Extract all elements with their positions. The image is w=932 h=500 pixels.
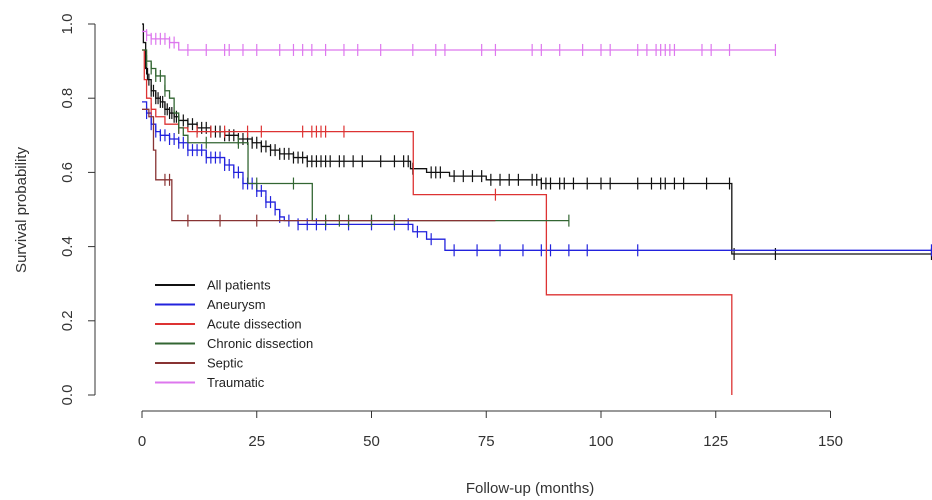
series-line (142, 23, 932, 255)
series-septic (142, 108, 496, 227)
x-tick-label: 50 (363, 433, 380, 450)
y-tick-label: 0.0 (59, 385, 76, 406)
axes: 0 25 50 75 100 125 150 Follow-up (months) 0.0 0.2… (13, 14, 843, 497)
series-traumatic (142, 29, 777, 56)
y-axis-label: Survival probability (13, 147, 30, 273)
x-tick-label: 100 (588, 433, 613, 450)
series-all-patients (142, 23, 932, 261)
y-tick-label: 0.8 (59, 88, 76, 109)
legend-label: Aneurysm (207, 297, 266, 312)
y-tick-label: 0.6 (59, 162, 76, 183)
series-line (142, 49, 569, 222)
x-tick-label: 75 (478, 433, 495, 450)
legend-label: Traumatic (207, 375, 265, 390)
y-tick-label: 0.4 (59, 236, 76, 257)
x-tick-label: 0 (138, 433, 146, 450)
x-tick-label: 25 (248, 433, 265, 450)
x-tick-label: 125 (703, 433, 728, 450)
legend-label: Septic (207, 356, 244, 371)
series-line (142, 30, 776, 51)
legend-label: Acute dissection (207, 317, 302, 332)
series-line (142, 108, 496, 222)
legend: All patients Aneurysm Acute dissection Chro… (155, 278, 313, 390)
x-axis-label: Follow-up (months) (466, 480, 594, 497)
x-tick-label: 150 (818, 433, 843, 450)
y-tick-label: 1.0 (59, 14, 76, 35)
legend-label: All patients (207, 278, 271, 293)
series-chronic-dissection (142, 49, 570, 227)
plot-area (142, 23, 932, 395)
y-tick-label: 0.2 (59, 310, 76, 331)
legend-label: Chronic dissection (207, 336, 313, 351)
